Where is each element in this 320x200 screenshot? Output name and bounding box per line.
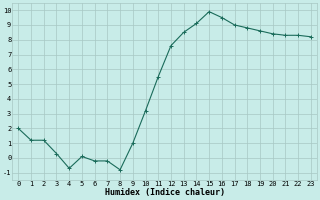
X-axis label: Humidex (Indice chaleur): Humidex (Indice chaleur): [105, 188, 225, 197]
